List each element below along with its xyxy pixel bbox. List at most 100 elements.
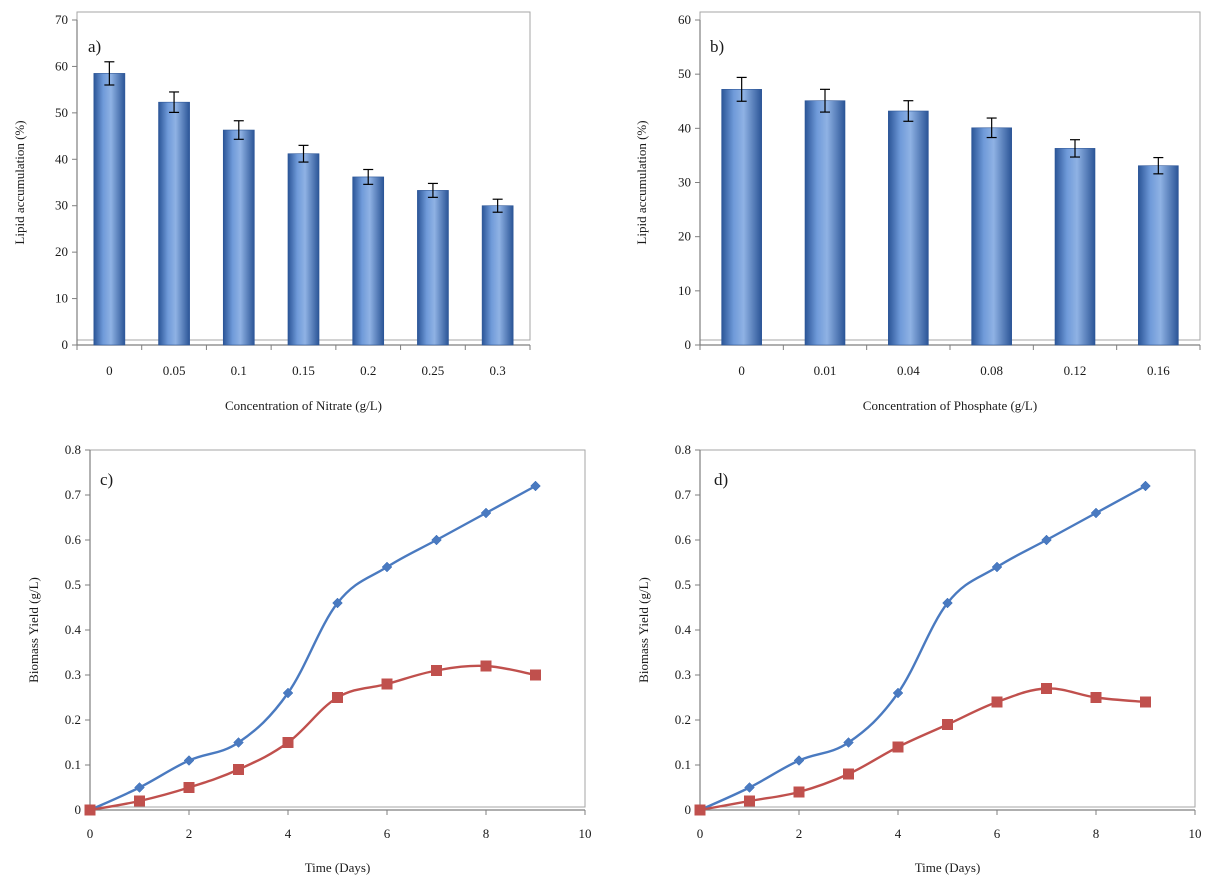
y-tick-label: 30	[678, 175, 691, 190]
data-point-diamond	[942, 597, 953, 609]
bar	[971, 127, 1012, 346]
y-tick-label: 50	[55, 105, 68, 120]
bar	[352, 176, 385, 346]
chart-a-nitrate-lipid: 0 10 20 30 40 50 60 70 0 0.05 0.1 0.15 0.2 0.25 0.3 a) C…	[12, 11, 531, 413]
y-tick-label: 50	[678, 66, 691, 81]
x-axis-title: Concentration of Phosphate (g/L)	[863, 398, 1037, 413]
plot-frame	[699, 449, 1196, 808]
data-point-square	[431, 665, 442, 676]
bar	[721, 89, 762, 346]
bar	[417, 190, 449, 346]
x-tick-label: 6	[384, 826, 391, 841]
data-point-square	[793, 786, 805, 798]
chart-c-biomass-yield: 0 0.1 0.2 0.3 0.4 0.5 0.6 0.7 0.8 0 2 4 6 8 10 c) Time (…	[26, 442, 592, 875]
x-tick-label: 10	[579, 826, 592, 841]
data-point-square	[744, 795, 755, 807]
series-line-2	[699, 687, 1146, 812]
x-tick-label: 0.2	[360, 363, 376, 378]
data-point-square	[1090, 692, 1102, 703]
x-tick-label: 0.15	[292, 363, 315, 378]
data-point-diamond	[1090, 507, 1102, 519]
x-tick-label: 0.12	[1064, 363, 1087, 378]
x-tick-label: 8	[483, 826, 490, 841]
data-point-diamond	[282, 687, 294, 699]
plot-frame	[89, 449, 586, 808]
y-tick-label: 0.3	[65, 667, 81, 682]
y-tick-label: 0.2	[65, 712, 81, 727]
x-tick-label: 0	[106, 363, 113, 378]
bar	[888, 110, 929, 346]
data-point-diamond	[892, 687, 904, 699]
data-point-diamond	[183, 755, 195, 766]
y-tick-label: 60	[678, 12, 691, 27]
y-tick-label: 0	[685, 337, 692, 352]
panel-label: d)	[714, 470, 728, 489]
data-point-diamond	[843, 737, 854, 748]
x-tick-label: 4	[895, 826, 902, 841]
chart-d-biomass-yield: 0 0.1 0.2 0.3 0.4 0.5 0.6 0.7 0.8 0 2 4 6 8 10 d) Time (…	[636, 442, 1202, 875]
data-point-square	[134, 795, 145, 807]
bar	[1138, 165, 1179, 346]
y-tick-label: 0.1	[675, 757, 691, 772]
bar	[1054, 148, 1096, 346]
x-tick-label: 0.1	[231, 363, 247, 378]
y-tick-label: 0.8	[65, 442, 81, 457]
y-axis-title: Lipid accumulation (%)	[634, 120, 649, 244]
data-point-square	[694, 804, 706, 816]
data-point-square	[1140, 696, 1151, 708]
y-tick-label: 10	[55, 291, 68, 306]
chart-b-phosphate-lipid: 0 10 20 30 40 50 60 0 0.01 0.04 0.08 0.12 0.16 b) Conc…	[634, 11, 1201, 413]
data-point-diamond	[1041, 534, 1052, 546]
data-point-square	[480, 660, 492, 672]
y-tick-label: 0.6	[65, 532, 82, 547]
y-axis-title: Biomass Yield (g/L)	[26, 577, 41, 683]
y-tick-label: 70	[55, 12, 68, 27]
data-point-square	[381, 678, 393, 690]
data-point-square	[991, 696, 1003, 708]
x-tick-label: 8	[1093, 826, 1100, 841]
data-point-diamond	[381, 561, 393, 573]
y-tick-label: 60	[55, 58, 68, 73]
y-tick-label: 0.5	[65, 577, 81, 592]
x-tick-label: 0	[697, 826, 704, 841]
x-tick-label: 6	[994, 826, 1001, 841]
y-tick-label: 20	[678, 229, 691, 244]
y-tick-label: 40	[678, 120, 691, 135]
bar	[804, 100, 846, 346]
series-line-1	[699, 484, 1147, 812]
panel-label: a)	[88, 37, 101, 56]
data-point-diamond	[233, 737, 244, 748]
data-point-diamond	[744, 782, 755, 793]
y-tick-label: 0.1	[65, 757, 81, 772]
panel-label: b)	[710, 37, 724, 56]
data-point-square	[282, 737, 294, 748]
y-tick-label: 0.6	[675, 532, 692, 547]
y-tick-label: 0	[62, 337, 69, 352]
y-tick-label: 0.8	[675, 442, 691, 457]
x-tick-label: 2	[186, 826, 193, 841]
data-point-square	[942, 719, 953, 730]
bar	[93, 73, 126, 346]
bar	[222, 129, 255, 346]
x-axis-title: Time (Days)	[305, 860, 371, 875]
x-tick-label: 4	[285, 826, 292, 841]
data-point-diamond	[431, 534, 442, 546]
y-tick-label: 0.5	[675, 577, 691, 592]
y-tick-label: 0	[685, 802, 692, 817]
data-point-diamond	[332, 597, 343, 609]
y-tick-label: 20	[55, 244, 68, 259]
data-point-square	[530, 669, 541, 681]
y-tick-label: 40	[55, 151, 68, 166]
data-point-square	[843, 768, 854, 780]
x-tick-label: 0.3	[490, 363, 506, 378]
y-tick-label: 0.7	[675, 487, 692, 502]
data-point-square	[183, 782, 195, 793]
x-tick-label: 0.16	[1147, 363, 1170, 378]
x-tick-label: 0.08	[980, 363, 1003, 378]
data-point-square	[1041, 683, 1052, 694]
x-tick-label: 0.04	[897, 363, 920, 378]
y-axis-title: Lipid accumulation (%)	[12, 120, 27, 244]
x-tick-label: 0	[87, 826, 94, 841]
x-tick-label: 10	[1189, 826, 1202, 841]
